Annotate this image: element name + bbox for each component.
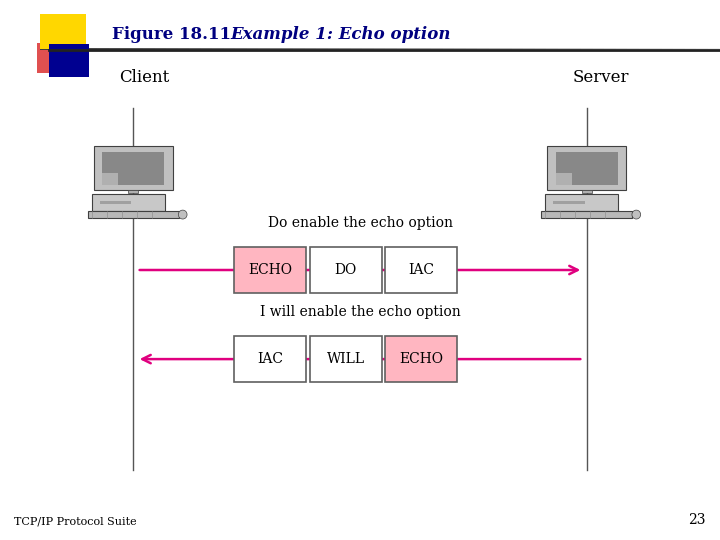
Text: TCP/IP Protocol Suite: TCP/IP Protocol Suite <box>14 516 137 526</box>
FancyBboxPatch shape <box>234 336 306 382</box>
FancyBboxPatch shape <box>408 48 421 50</box>
FancyBboxPatch shape <box>310 336 382 382</box>
FancyBboxPatch shape <box>593 48 606 50</box>
FancyBboxPatch shape <box>74 48 87 50</box>
FancyBboxPatch shape <box>581 48 594 50</box>
FancyBboxPatch shape <box>420 48 433 50</box>
FancyBboxPatch shape <box>685 48 698 50</box>
Text: ECHO: ECHO <box>248 263 292 277</box>
FancyBboxPatch shape <box>91 194 165 211</box>
FancyBboxPatch shape <box>454 48 467 50</box>
FancyBboxPatch shape <box>37 43 73 73</box>
FancyBboxPatch shape <box>247 48 260 50</box>
Text: Figure 18.11: Figure 18.11 <box>112 26 230 43</box>
FancyBboxPatch shape <box>477 48 490 50</box>
FancyBboxPatch shape <box>224 48 237 50</box>
FancyBboxPatch shape <box>545 194 618 211</box>
FancyBboxPatch shape <box>351 48 364 50</box>
Text: ECHO: ECHO <box>399 352 444 366</box>
FancyBboxPatch shape <box>178 48 191 50</box>
FancyBboxPatch shape <box>109 48 122 50</box>
Text: IAC: IAC <box>408 263 434 277</box>
FancyBboxPatch shape <box>328 48 341 50</box>
Text: WILL: WILL <box>327 352 364 366</box>
FancyBboxPatch shape <box>86 48 99 50</box>
FancyBboxPatch shape <box>708 48 720 50</box>
FancyBboxPatch shape <box>570 48 582 50</box>
FancyBboxPatch shape <box>305 48 318 50</box>
FancyBboxPatch shape <box>258 48 271 50</box>
FancyBboxPatch shape <box>547 146 626 190</box>
FancyBboxPatch shape <box>270 48 283 50</box>
FancyBboxPatch shape <box>40 14 86 49</box>
FancyBboxPatch shape <box>316 48 329 50</box>
FancyBboxPatch shape <box>443 48 456 50</box>
FancyBboxPatch shape <box>523 48 536 50</box>
FancyBboxPatch shape <box>49 44 89 77</box>
FancyBboxPatch shape <box>282 48 294 50</box>
FancyBboxPatch shape <box>535 48 548 50</box>
FancyBboxPatch shape <box>212 48 225 50</box>
FancyBboxPatch shape <box>673 48 686 50</box>
FancyBboxPatch shape <box>120 48 133 50</box>
FancyBboxPatch shape <box>385 336 457 382</box>
FancyBboxPatch shape <box>132 48 145 50</box>
FancyBboxPatch shape <box>166 48 179 50</box>
Text: DO: DO <box>335 263 356 277</box>
FancyBboxPatch shape <box>639 48 652 50</box>
FancyBboxPatch shape <box>128 190 138 193</box>
FancyBboxPatch shape <box>143 48 156 50</box>
FancyBboxPatch shape <box>51 48 64 50</box>
Text: Client: Client <box>119 70 169 86</box>
FancyBboxPatch shape <box>556 152 618 185</box>
FancyBboxPatch shape <box>374 48 387 50</box>
FancyBboxPatch shape <box>696 48 709 50</box>
FancyBboxPatch shape <box>155 48 168 50</box>
FancyBboxPatch shape <box>102 173 118 185</box>
FancyBboxPatch shape <box>293 48 306 50</box>
FancyBboxPatch shape <box>582 190 592 193</box>
FancyBboxPatch shape <box>385 48 398 50</box>
FancyBboxPatch shape <box>489 48 502 50</box>
FancyBboxPatch shape <box>604 48 617 50</box>
FancyBboxPatch shape <box>201 48 214 50</box>
FancyBboxPatch shape <box>431 48 444 50</box>
FancyBboxPatch shape <box>310 247 382 293</box>
FancyBboxPatch shape <box>102 152 164 185</box>
FancyBboxPatch shape <box>650 48 663 50</box>
Text: I will enable the echo option: I will enable the echo option <box>260 305 460 319</box>
FancyBboxPatch shape <box>627 48 640 50</box>
FancyBboxPatch shape <box>189 48 202 50</box>
Text: 23: 23 <box>688 512 706 526</box>
FancyBboxPatch shape <box>99 201 131 204</box>
FancyBboxPatch shape <box>500 48 513 50</box>
FancyBboxPatch shape <box>63 48 76 50</box>
FancyBboxPatch shape <box>662 48 675 50</box>
Ellipse shape <box>632 210 641 219</box>
FancyBboxPatch shape <box>616 48 629 50</box>
FancyBboxPatch shape <box>466 48 479 50</box>
FancyBboxPatch shape <box>97 48 110 50</box>
FancyBboxPatch shape <box>556 173 572 185</box>
FancyBboxPatch shape <box>94 146 173 190</box>
FancyBboxPatch shape <box>546 48 559 50</box>
FancyBboxPatch shape <box>88 211 179 218</box>
FancyBboxPatch shape <box>40 48 53 50</box>
FancyBboxPatch shape <box>558 48 571 50</box>
Text: IAC: IAC <box>257 352 283 366</box>
FancyBboxPatch shape <box>512 48 525 50</box>
FancyBboxPatch shape <box>385 247 457 293</box>
FancyBboxPatch shape <box>234 247 306 293</box>
FancyBboxPatch shape <box>235 48 248 50</box>
Ellipse shape <box>179 210 187 219</box>
Text: Example 1: Echo option: Example 1: Echo option <box>230 26 451 43</box>
Text: Server: Server <box>572 70 629 86</box>
FancyBboxPatch shape <box>362 48 375 50</box>
FancyBboxPatch shape <box>397 48 410 50</box>
FancyBboxPatch shape <box>541 211 632 218</box>
FancyBboxPatch shape <box>339 48 352 50</box>
Text: Do enable the echo option: Do enable the echo option <box>268 215 452 230</box>
FancyBboxPatch shape <box>553 201 585 204</box>
